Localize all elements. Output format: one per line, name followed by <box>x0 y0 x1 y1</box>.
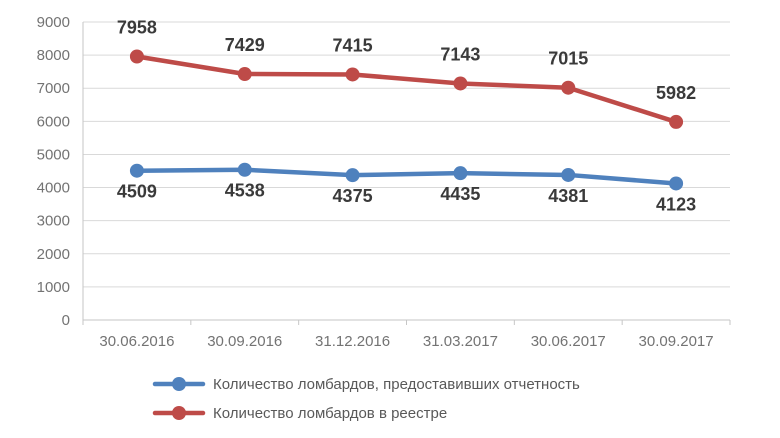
x-tick-label: 30.09.2017 <box>639 333 714 350</box>
y-tick-label: 9000 <box>37 14 70 31</box>
x-tick-label: 31.12.2016 <box>315 333 390 350</box>
y-tick-label: 0 <box>62 312 70 329</box>
y-tick-label: 3000 <box>37 213 70 230</box>
data-label: 7429 <box>225 35 265 55</box>
data-point <box>237 162 252 177</box>
x-tick-label: 30.06.2017 <box>531 333 606 350</box>
y-tick-label: 5000 <box>37 146 70 163</box>
data-point <box>237 67 252 82</box>
data-label: 4123 <box>656 194 696 214</box>
series-line <box>134 167 679 186</box>
data-point <box>561 80 576 95</box>
data-label: 4435 <box>440 184 480 204</box>
series-line <box>134 54 679 125</box>
data-label: 7015 <box>548 49 588 69</box>
x-tick-label: 31.03.2017 <box>423 333 498 350</box>
legend-marker-point <box>172 406 186 420</box>
data-label: 7143 <box>440 44 480 64</box>
data-label: 4538 <box>225 181 265 201</box>
data-point <box>561 167 576 182</box>
y-tick-label: 7000 <box>37 80 70 97</box>
data-point <box>453 166 468 181</box>
legend-label: Количество ломбардов в реестре <box>213 405 447 422</box>
data-point <box>669 114 684 129</box>
y-tick-label: 2000 <box>37 246 70 263</box>
data-label: 7415 <box>333 35 373 55</box>
x-tick-label: 30.06.2016 <box>99 333 174 350</box>
data-point <box>129 49 144 64</box>
legend-label: Количество ломбардов, предоставивших отч… <box>213 376 580 393</box>
data-label: 7958 <box>117 18 157 38</box>
y-tick-label: 1000 <box>37 279 70 296</box>
data-label: 5982 <box>656 83 696 103</box>
legend-marker-point <box>172 377 186 391</box>
data-point <box>345 168 360 183</box>
data-point <box>345 67 360 82</box>
data-point <box>129 163 144 178</box>
data-label: 4381 <box>548 186 588 206</box>
y-tick-label: 8000 <box>37 47 70 64</box>
y-tick-label: 4000 <box>37 180 70 197</box>
x-tick-label: 30.09.2016 <box>207 333 282 350</box>
data-label: 4509 <box>117 182 157 202</box>
data-point <box>669 176 684 191</box>
y-tick-label: 6000 <box>37 113 70 130</box>
data-label: 4375 <box>333 186 373 206</box>
data-point <box>453 76 468 91</box>
